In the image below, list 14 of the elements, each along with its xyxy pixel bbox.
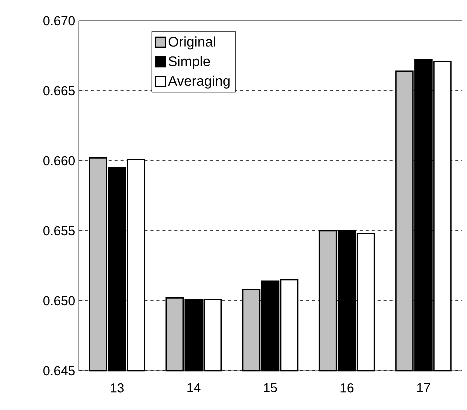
y-tick-label: 0.660 (44, 156, 75, 166)
y-tick-label: 0.655 (44, 226, 75, 236)
y-tick-label: 0.670 (44, 16, 75, 26)
x-tick-label: 16 (340, 384, 354, 393)
y-tick-label: 0.665 (44, 86, 75, 96)
y-tick-label: 0.645 (44, 366, 75, 376)
x-tick-label: 15 (264, 384, 278, 393)
x-tick-label: 13 (111, 384, 124, 393)
y-tick-label: 0.650 (44, 296, 75, 306)
legend-label: Original (168, 36, 216, 50)
x-tick-label: 17 (417, 384, 430, 392)
x-tick-label: 14 (188, 384, 201, 392)
legend-label: Simple (168, 56, 210, 70)
legend-label: Averaging (168, 76, 230, 89)
